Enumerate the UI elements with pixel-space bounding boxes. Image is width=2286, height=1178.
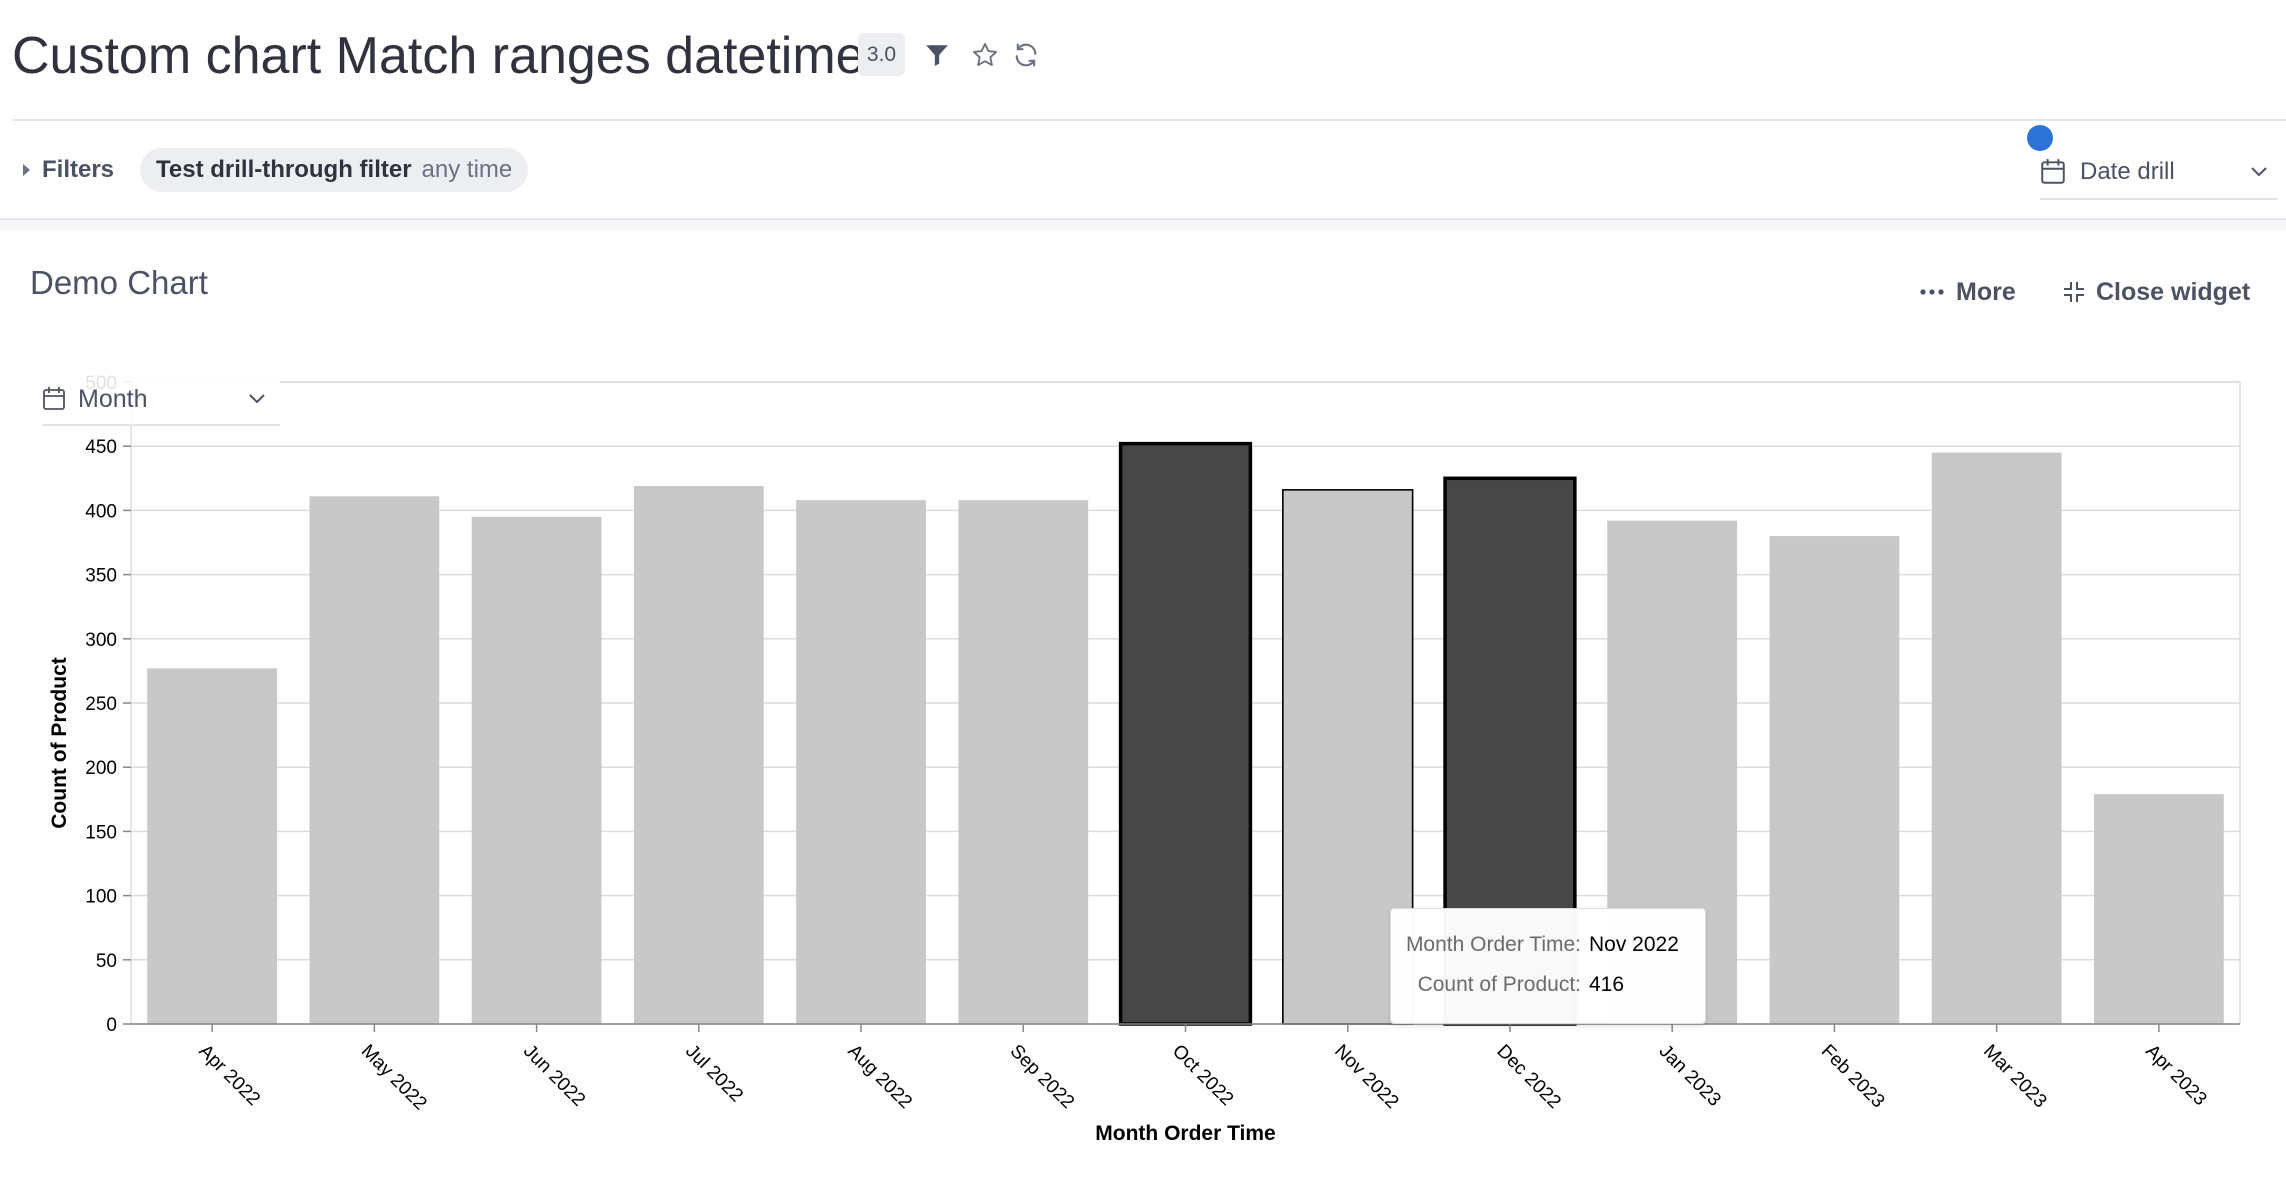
x-tick-label: Dec 2022 bbox=[1492, 1041, 1564, 1113]
x-tick-label: Apr 2022 bbox=[195, 1041, 264, 1110]
x-tick-label: Mar 2023 bbox=[1979, 1041, 2051, 1113]
y-tick-label: 250 bbox=[85, 694, 117, 715]
bars[interactable] bbox=[147, 441, 2224, 1026]
bar[interactable] bbox=[958, 500, 1089, 1024]
refresh-icon[interactable] bbox=[1009, 38, 1043, 72]
filter-chip-value: any time bbox=[421, 156, 513, 183]
filter-icon[interactable] bbox=[920, 38, 954, 72]
x-tick-label: Feb 2023 bbox=[1817, 1041, 1889, 1113]
tooltip-key: Month Order Time: bbox=[1405, 933, 1581, 956]
bar[interactable] bbox=[471, 516, 602, 1024]
more-button[interactable]: More bbox=[1920, 274, 2016, 310]
bar[interactable] bbox=[1769, 536, 1900, 1024]
page-title: Custom chart Match ranges datetime bbox=[12, 27, 865, 85]
x-axis-title: Month Order Time bbox=[1095, 1122, 1275, 1145]
bar[interactable] bbox=[796, 500, 926, 1024]
y-tick-label: 150 bbox=[85, 822, 117, 843]
filters-toggle[interactable]: Filters bbox=[22, 148, 114, 192]
y-tick-label: 400 bbox=[85, 501, 117, 522]
calendar-icon bbox=[2041, 159, 2065, 184]
filter-chip-name: Test drill-through filter bbox=[156, 156, 412, 183]
date-drill-select[interactable]: Date drill bbox=[2040, 146, 2278, 200]
x-tick-label: Aug 2022 bbox=[844, 1041, 916, 1113]
date-drill-label: Date drill bbox=[2080, 158, 2175, 185]
more-dots-icon bbox=[1920, 289, 1944, 295]
granularity-label: Month bbox=[78, 384, 148, 413]
y-tick-label: 350 bbox=[85, 566, 117, 587]
tooltip-value: Nov 2022 bbox=[1589, 933, 1679, 956]
x-tick-label: Jan 2023 bbox=[1655, 1041, 1725, 1111]
header-divider bbox=[12, 119, 2286, 121]
chevron-down-icon bbox=[2251, 167, 2267, 177]
close-widget-button[interactable]: Close widget bbox=[2062, 274, 2250, 310]
widget-title: Demo Chart bbox=[30, 264, 208, 301]
bar[interactable] bbox=[1931, 452, 2062, 1024]
filter-chip[interactable]: Test drill-through filter any time bbox=[140, 148, 529, 192]
tooltip-key: Count of Product: bbox=[1417, 973, 1581, 996]
bar[interactable] bbox=[633, 486, 764, 1024]
y-tick-label: 0 bbox=[106, 1015, 117, 1036]
more-label: More bbox=[1956, 277, 2016, 306]
x-tick-label: Jun 2022 bbox=[519, 1041, 589, 1111]
calendar-icon bbox=[43, 387, 65, 410]
chevron-down-icon bbox=[249, 394, 265, 404]
tooltip-value: 416 bbox=[1589, 973, 1625, 996]
granularity-select[interactable]: Month bbox=[42, 374, 280, 426]
y-tick-label: 300 bbox=[85, 630, 117, 651]
collapse-icon bbox=[2064, 282, 2084, 302]
x-tick-label: May 2022 bbox=[357, 1041, 431, 1115]
star-icon[interactable] bbox=[968, 38, 1002, 72]
bar[interactable] bbox=[1118, 441, 1253, 1026]
x-tick-label: Nov 2022 bbox=[1330, 1041, 1402, 1113]
bar-chart[interactable]: 050100150200250300350400450500Apr 2022Ma… bbox=[0, 360, 2286, 1178]
tooltip-row: Month Order Time: Nov 2022 bbox=[1391, 933, 1705, 957]
x-tick-label: Apr 2023 bbox=[2141, 1041, 2210, 1110]
x-tick-label: Oct 2022 bbox=[1168, 1041, 1237, 1110]
close-widget-label: Close widget bbox=[2096, 277, 2251, 306]
y-tick-label: 450 bbox=[85, 437, 117, 458]
x-tick-label: Sep 2022 bbox=[1006, 1041, 1078, 1113]
y-tick-label: 200 bbox=[85, 758, 117, 779]
notification-dot bbox=[2027, 125, 2053, 151]
version-badge: 3.0 bbox=[858, 33, 905, 76]
x-tick-label: Jul 2022 bbox=[681, 1041, 747, 1107]
bar[interactable] bbox=[147, 668, 278, 1024]
caret-right-icon bbox=[23, 164, 30, 176]
filters-label: Filters bbox=[42, 156, 115, 183]
bar[interactable] bbox=[2093, 794, 2224, 1024]
filter-bar-divider bbox=[0, 218, 2286, 230]
chart-tooltip: Month Order Time: Nov 2022 Count of Prod… bbox=[1390, 908, 1706, 1024]
y-tick-label: 50 bbox=[96, 951, 117, 972]
y-tick-label: 100 bbox=[85, 887, 117, 908]
y-axis-title: Count of Product bbox=[48, 657, 71, 828]
bar[interactable] bbox=[309, 496, 440, 1024]
tooltip-row: Count of Product: 416 bbox=[1391, 973, 1705, 997]
